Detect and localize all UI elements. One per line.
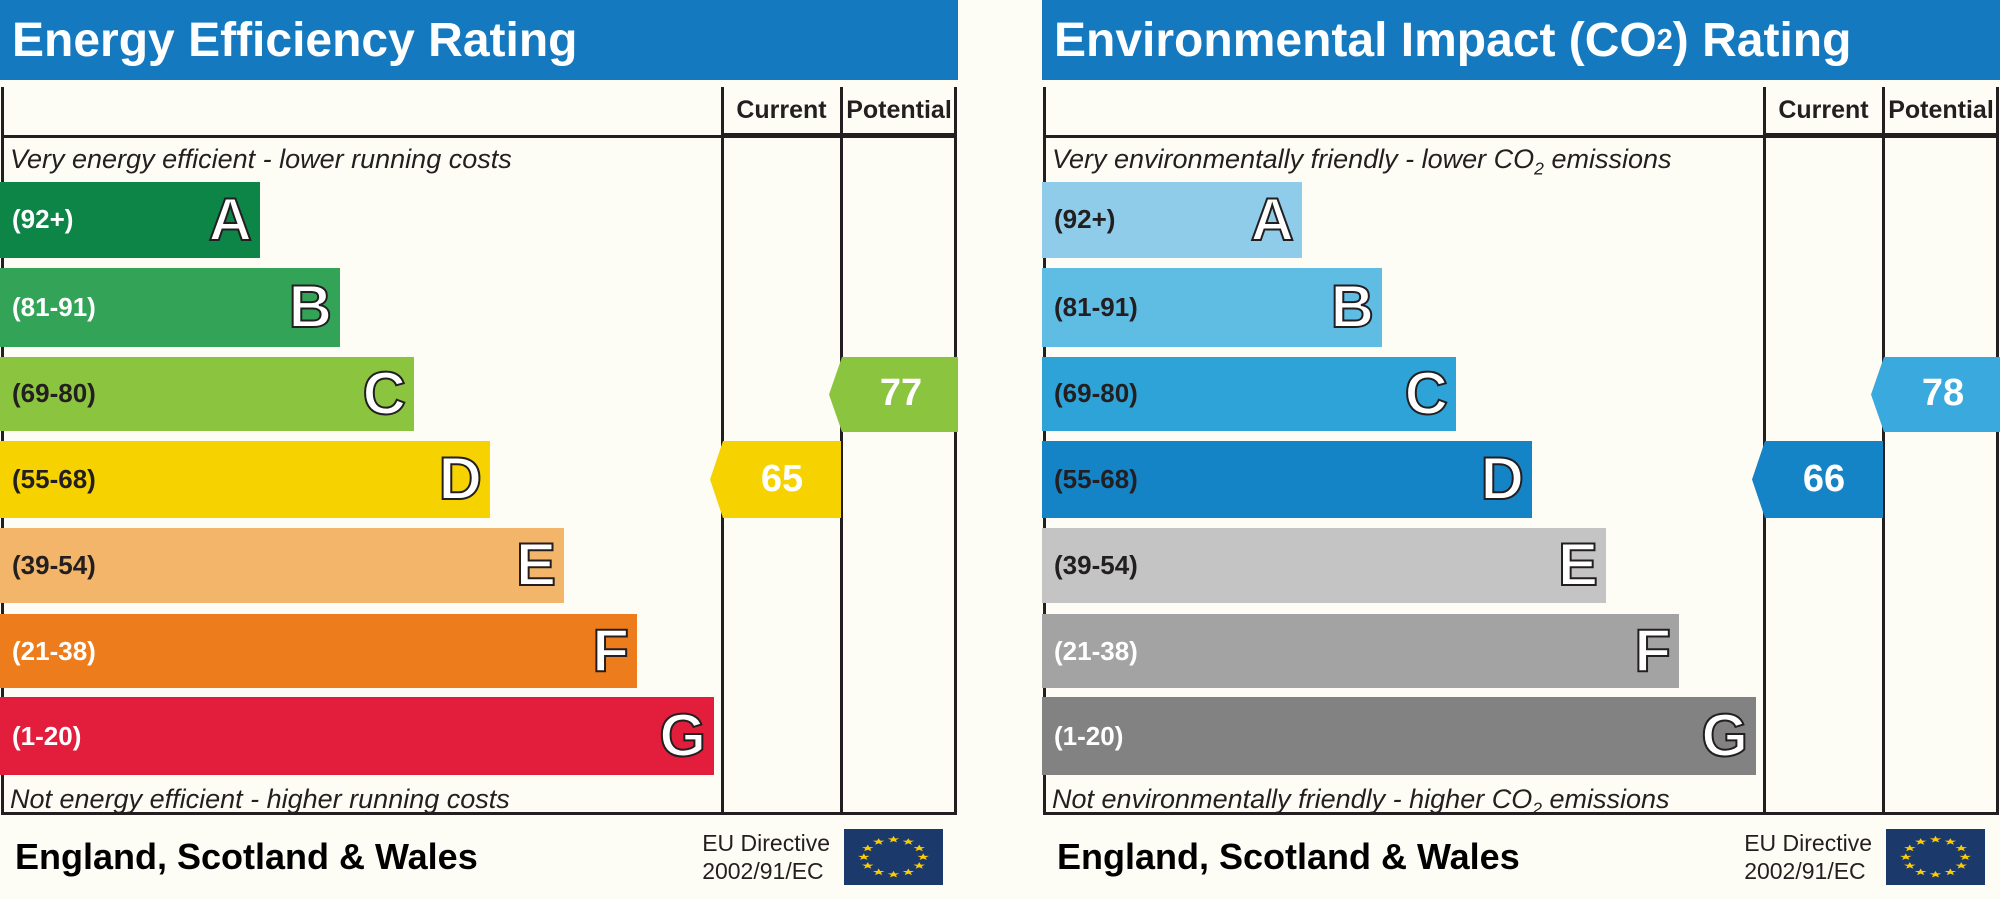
svg-text:78: 78 [1922,372,1964,414]
svg-text:66: 66 [1803,458,1845,500]
svg-text:77: 77 [880,372,922,414]
svg-text:65: 65 [761,458,803,500]
